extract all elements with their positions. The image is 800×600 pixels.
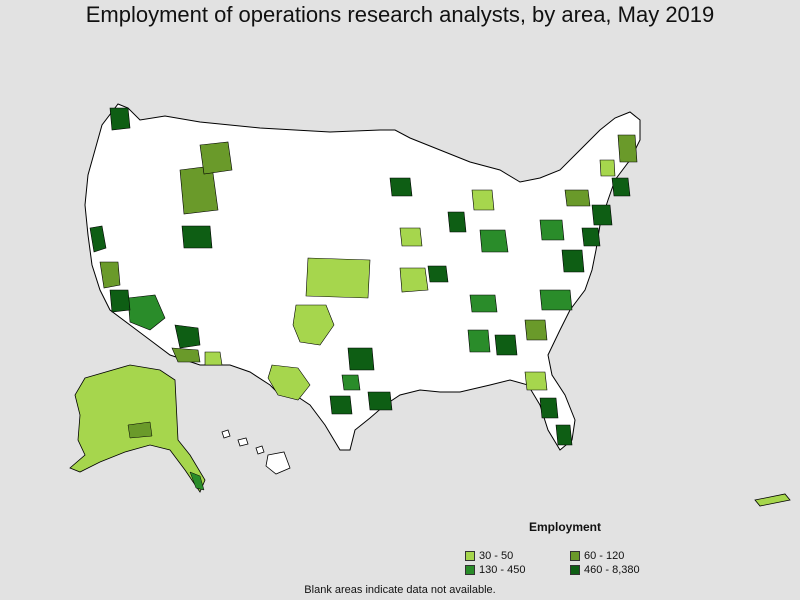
area-iowa [399, 227, 423, 247]
hawaii-islands [221, 429, 291, 475]
area-denver [181, 225, 213, 249]
area-philadelphia [581, 227, 601, 247]
area-west-texas [267, 364, 311, 401]
area-tucson [174, 324, 201, 349]
area-phoenix [127, 294, 166, 331]
legend-item-30-50: 30 - 50 [465, 550, 570, 562]
legend-label: 130 - 450 [479, 564, 526, 576]
legend-label: 30 - 50 [479, 550, 514, 562]
area-st-louis [427, 265, 449, 283]
legend-swatch [465, 565, 475, 575]
area-north-carolina [539, 289, 573, 311]
area-sf-bay [89, 225, 107, 253]
legend-swatch [570, 551, 580, 561]
area-miami [555, 424, 573, 446]
area-montana-west [199, 141, 233, 175]
area-polygons [89, 107, 638, 446]
area-orlando [539, 397, 559, 419]
area-maine [617, 134, 638, 163]
legend-label: 60 - 120 [584, 550, 625, 562]
legend-item-460-8380: 460 - 8,380 [570, 564, 670, 576]
area-pennsylvania [539, 219, 565, 241]
area-idaho [179, 165, 219, 215]
area-vermont [599, 159, 616, 177]
area-austin [341, 374, 361, 391]
area-anchorage [127, 421, 153, 439]
area-upstate-ny [564, 189, 591, 207]
area-michigan [471, 189, 495, 211]
area-washington-dc [561, 249, 585, 273]
puerto-rico [754, 493, 791, 507]
area-dallas [347, 347, 375, 371]
area-new-mexico-east [292, 304, 335, 346]
area-seattle [109, 107, 131, 131]
area-new-york [591, 204, 613, 226]
area-atlanta [494, 334, 518, 356]
area-arizona-southeast [204, 351, 223, 366]
area-jacksonville [524, 371, 548, 391]
map-legend: Employment 30 - 50 60 - 120 130 - 450 46… [465, 520, 665, 576]
area-houston [367, 391, 393, 411]
area-central-ca [99, 261, 121, 289]
area-los-angeles [109, 289, 131, 313]
area-alabama [467, 329, 491, 353]
legend-swatch [570, 565, 580, 575]
legend-item-60-120: 60 - 120 [570, 550, 670, 562]
blank-areas-note: Blank areas indicate data not available. [304, 584, 496, 596]
area-juneau [189, 471, 205, 491]
area-south-carolina [524, 319, 548, 341]
legend-item-130-450: 130 - 450 [465, 564, 570, 576]
area-kansas-nonmetro [305, 257, 371, 299]
area-arizona-south [171, 347, 201, 363]
legend-swatch [465, 551, 475, 561]
area-san-antonio [329, 395, 353, 415]
area-minneapolis [389, 177, 413, 197]
map-title: Employment of operations research analys… [85, 2, 715, 27]
area-chicago [447, 211, 467, 233]
legend-label: 460 - 8,380 [584, 564, 640, 576]
area-tennessee [469, 294, 498, 313]
area-missouri [399, 267, 429, 293]
area-ohio [479, 229, 509, 253]
legend-title: Employment [528, 520, 601, 534]
area-boston [611, 177, 631, 197]
